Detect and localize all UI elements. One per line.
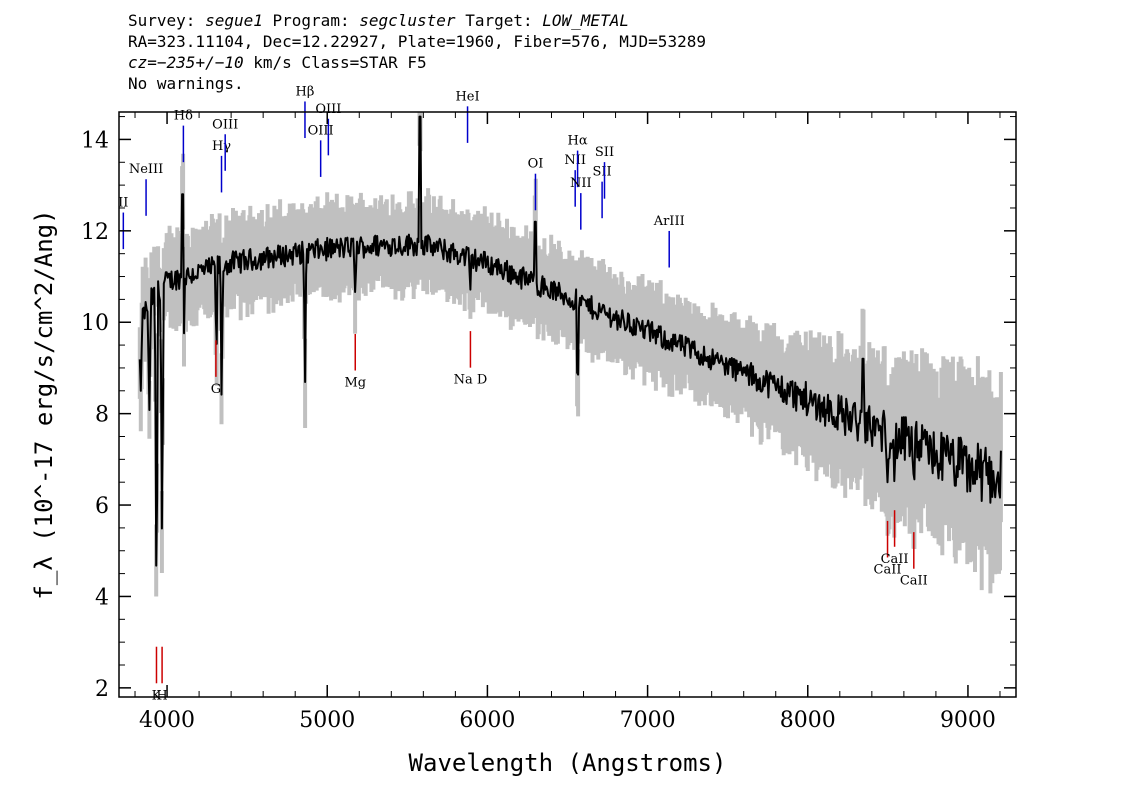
emission-label: OI (528, 157, 544, 172)
emission-label: ArIII (653, 214, 685, 229)
spectrum-series (138, 115, 1002, 567)
spectrum-line (138, 115, 1002, 567)
y-tick-label: 4 (95, 585, 109, 610)
y-axis-label: f_λ (10^-17 erg/s/cm^2/Ang) (30, 209, 58, 599)
emission-label: OIII (212, 117, 238, 132)
emission-label: NII (564, 153, 586, 168)
program-value: segcluster (359, 11, 456, 30)
emission-label: OIII (315, 102, 341, 117)
emission-label: Hδ (174, 109, 193, 124)
spectrum-header: Survey: segue1 Program: segcluster Targe… (128, 10, 706, 94)
y-tick-label: 2 (95, 677, 109, 702)
survey-label: Survey: (128, 11, 196, 30)
axis-ticks: 4000 5000 6000 7000 8000 9000 2 4 6 8 10 12 14 (81, 112, 1016, 733)
y-tick-label: 8 (95, 403, 109, 428)
header-line-1: Survey: segue1 Program: segcluster Targe… (128, 10, 706, 31)
header-line-4: No warnings. (128, 74, 244, 93)
emission-label: SII (595, 145, 614, 160)
emission-label: OIII (308, 123, 334, 138)
absorption-label: Na D (454, 373, 488, 388)
x-axis-label: Wavelength (Angstroms) (409, 749, 727, 777)
program-label: Program: (272, 11, 350, 30)
class-text: km/s Class=STAR F5 (243, 53, 427, 72)
emission-label: SII (593, 165, 612, 180)
y-tick-label: 10 (81, 311, 109, 336)
cz-label: cz= (128, 53, 157, 72)
header-line-2: RA=323.11104, Dec=12.22927, Plate=1960, … (128, 32, 706, 51)
survey-value: segue1 (205, 11, 263, 30)
absorption-label: CaII (881, 552, 909, 567)
absorption-label: H (156, 688, 167, 703)
y-tick-label: 14 (81, 128, 109, 153)
y-tick-label: 12 (81, 220, 109, 245)
x-tick-label: 5000 (299, 708, 355, 733)
emission-label: NII (570, 176, 592, 191)
emission-label: HeI (455, 89, 479, 104)
x-tick-label: 7000 (620, 708, 676, 733)
emission-label: Hγ (212, 139, 231, 154)
target-value: LOW_METAL (542, 11, 629, 30)
absorption-label: G (211, 382, 221, 397)
absorption-label: CaII (874, 562, 902, 577)
emission-label: Hα (568, 134, 588, 149)
x-tick-label: 9000 (940, 708, 996, 733)
header-line-3: cz=−235+/−10 km/s Class=STAR F5 (128, 52, 706, 73)
x-tick-label: 4000 (139, 708, 195, 733)
emission-label: II (118, 196, 128, 211)
target-label: Target: (465, 11, 533, 30)
emission-label: Hβ (296, 84, 315, 99)
absorption-label: Mg (344, 376, 366, 391)
absorption-label: CaII (900, 574, 928, 589)
x-tick-label: 8000 (780, 708, 836, 733)
x-tick-label: 6000 (459, 708, 515, 733)
y-tick-label: 6 (95, 494, 109, 519)
cz-value: −235+/−10 (156, 53, 244, 72)
plot-frame (118, 111, 1017, 698)
absorption-label: K (152, 688, 162, 703)
emission-label: NeIII (129, 162, 163, 177)
